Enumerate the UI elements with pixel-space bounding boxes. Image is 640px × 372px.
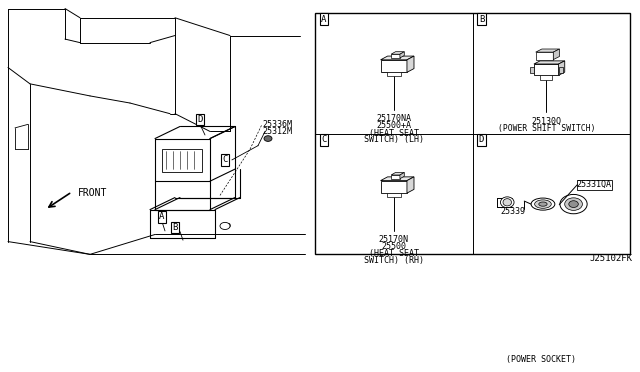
Ellipse shape — [531, 198, 555, 210]
Text: A: A — [321, 15, 326, 24]
Circle shape — [220, 222, 230, 230]
Polygon shape — [407, 177, 414, 193]
Polygon shape — [559, 67, 563, 73]
Bar — [162, 149, 202, 172]
Polygon shape — [536, 52, 554, 60]
Polygon shape — [536, 49, 559, 52]
Polygon shape — [554, 49, 559, 60]
Text: C: C — [321, 135, 326, 144]
Text: 25500+A: 25500+A — [376, 121, 412, 130]
Polygon shape — [529, 67, 534, 73]
Text: (HEAT SEAT: (HEAT SEAT — [369, 249, 419, 259]
Text: SWITCH) (LH): SWITCH) (LH) — [364, 135, 424, 144]
Polygon shape — [381, 60, 407, 72]
Text: A: A — [159, 212, 164, 221]
Ellipse shape — [539, 202, 547, 206]
Bar — [315, 13, 630, 254]
Ellipse shape — [503, 199, 511, 206]
Text: (POWER SOCKET): (POWER SOCKET) — [506, 355, 576, 364]
Polygon shape — [400, 52, 404, 58]
Polygon shape — [400, 173, 404, 179]
Text: C: C — [222, 155, 228, 164]
Polygon shape — [534, 61, 564, 64]
Polygon shape — [387, 193, 401, 197]
Text: 25336M: 25336M — [262, 120, 292, 129]
Bar — [401, 189, 405, 192]
Text: B: B — [172, 223, 178, 232]
Text: D: D — [479, 135, 484, 144]
Polygon shape — [540, 75, 552, 80]
Text: B: B — [479, 15, 484, 24]
Text: 25312M: 25312M — [262, 127, 292, 136]
Text: 25500: 25500 — [381, 241, 406, 251]
Polygon shape — [381, 177, 414, 181]
Text: J25102FK: J25102FK — [589, 254, 632, 263]
Polygon shape — [559, 61, 564, 75]
Text: 25130Q: 25130Q — [531, 116, 561, 125]
Text: 25339: 25339 — [500, 207, 525, 216]
Polygon shape — [381, 181, 407, 193]
Text: D: D — [197, 115, 203, 124]
Polygon shape — [391, 54, 400, 58]
Bar — [382, 189, 387, 192]
Polygon shape — [391, 52, 404, 54]
Circle shape — [564, 198, 582, 211]
Text: SWITCH) (RH): SWITCH) (RH) — [364, 256, 424, 265]
Circle shape — [569, 201, 579, 208]
Polygon shape — [387, 72, 401, 76]
Circle shape — [264, 136, 272, 141]
Bar — [401, 68, 405, 72]
Circle shape — [560, 195, 587, 214]
Bar — [382, 68, 387, 72]
Bar — [577, 180, 612, 190]
Polygon shape — [534, 64, 559, 75]
Text: FRONT: FRONT — [78, 188, 108, 198]
Text: 25170NA: 25170NA — [376, 115, 412, 124]
Text: (POWER SHIFT SWITCH): (POWER SHIFT SWITCH) — [497, 124, 595, 133]
Text: (HEAT SEAT: (HEAT SEAT — [369, 129, 419, 138]
Polygon shape — [391, 175, 400, 179]
Polygon shape — [391, 173, 404, 175]
Polygon shape — [407, 56, 414, 72]
Text: 25331QA: 25331QA — [577, 180, 612, 189]
Polygon shape — [381, 56, 414, 60]
Text: o: o — [225, 221, 230, 230]
Ellipse shape — [534, 200, 551, 208]
Text: 25170N: 25170N — [379, 235, 409, 244]
Ellipse shape — [500, 197, 514, 208]
